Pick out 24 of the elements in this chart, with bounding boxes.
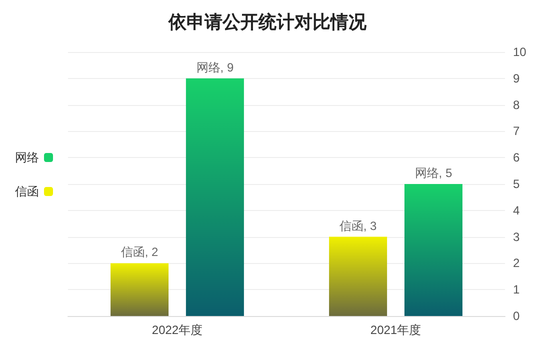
y-tick-label: 7 bbox=[513, 124, 520, 138]
y-tick-label: 5 bbox=[513, 177, 520, 191]
data-label: 网络, 5 bbox=[414, 166, 452, 180]
y-tick-label: 2 bbox=[513, 256, 520, 270]
y-tick-label: 9 bbox=[513, 71, 520, 86]
x-tick-label: 2022年度 bbox=[152, 323, 203, 337]
data-label: 信函, 2 bbox=[120, 245, 159, 260]
bar bbox=[404, 184, 462, 316]
bar bbox=[110, 263, 169, 316]
x-tick-label: 2021年度 bbox=[370, 323, 422, 337]
y-tick-label: 4 bbox=[513, 203, 520, 218]
y-tick-label: 6 bbox=[513, 150, 520, 165]
y-tick-label: 0 bbox=[513, 309, 520, 323]
bar bbox=[186, 78, 244, 316]
legend-label: 网络 bbox=[15, 150, 39, 164]
y-tick-label: 10 bbox=[513, 45, 527, 59]
data-label: 网络, 9 bbox=[196, 60, 234, 74]
chart-title: 依申请公开统计对比情况 bbox=[168, 12, 368, 32]
bar bbox=[329, 236, 388, 316]
data-label: 信函, 3 bbox=[339, 218, 378, 233]
y-tick-label: 3 bbox=[513, 230, 520, 244]
legend-label: 信函 bbox=[15, 184, 39, 198]
y-tick-label: 8 bbox=[513, 98, 520, 112]
y-tick-label: 1 bbox=[513, 282, 520, 297]
